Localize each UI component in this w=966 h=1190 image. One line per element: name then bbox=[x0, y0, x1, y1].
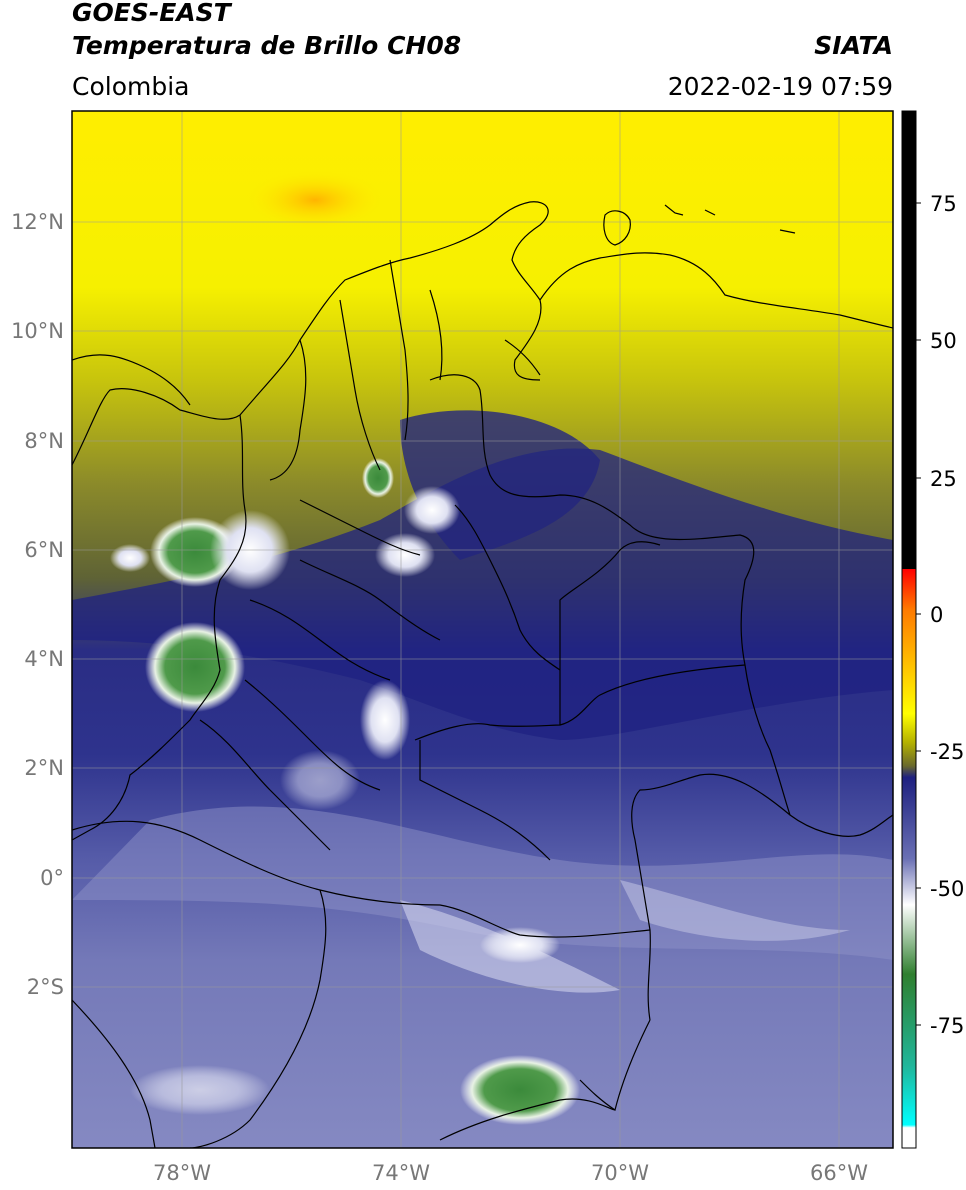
colorbar-tick-label: -25 bbox=[930, 740, 964, 764]
lon-tick-label: 70°W bbox=[591, 1161, 649, 1185]
colorbar-warm-extreme bbox=[902, 111, 916, 569]
lat-tick-label: 2°N bbox=[24, 756, 64, 780]
product-title: Temperatura de Brillo CH08 bbox=[72, 31, 462, 60]
colorbar-gradient bbox=[902, 569, 916, 1148]
region-label: Colombia bbox=[72, 72, 190, 101]
colorbar: 75 50 25 0 -25 -50 -75 bbox=[901, 110, 964, 1149]
colorbar-tick-label: -50 bbox=[930, 877, 964, 901]
lon-axis: 78°W 74°W 70°W 66°W bbox=[153, 1161, 868, 1185]
graticule bbox=[72, 111, 893, 1148]
lat-tick-label: 2°S bbox=[27, 975, 64, 999]
lat-tick-label: 8°N bbox=[24, 429, 64, 453]
map-frame bbox=[71, 110, 894, 1149]
lat-tick-label: 4°N bbox=[24, 647, 64, 671]
imagery-layer bbox=[72, 111, 893, 1148]
colorbar-tick-label: -75 bbox=[930, 1014, 964, 1038]
agency-label: SIATA bbox=[814, 31, 893, 60]
lat-tick-label: 12°N bbox=[11, 210, 64, 234]
lon-tick-label: 78°W bbox=[153, 1161, 211, 1185]
datetime-label: 2022-02-19 07:59 bbox=[667, 72, 893, 101]
lat-tick-label: 6°N bbox=[24, 538, 64, 562]
colorbar-tick-label: 0 bbox=[930, 603, 943, 627]
lon-tick-label: 66°W bbox=[810, 1161, 868, 1185]
colorbar-tick-label: 50 bbox=[930, 329, 957, 353]
lon-tick-label: 74°W bbox=[372, 1161, 430, 1185]
colorbar-tick-label: 75 bbox=[930, 192, 957, 216]
boundaries bbox=[72, 201, 893, 1148]
satellite-title: GOES-EAST bbox=[72, 0, 231, 27]
colorbar-tick-label: 25 bbox=[930, 467, 957, 491]
lat-axis: 12°N 10°N 8°N 6°N 4°N 2°N 0° 2°S bbox=[11, 210, 64, 999]
lat-tick-label: 0° bbox=[40, 866, 64, 890]
lat-tick-label: 10°N bbox=[11, 319, 64, 343]
